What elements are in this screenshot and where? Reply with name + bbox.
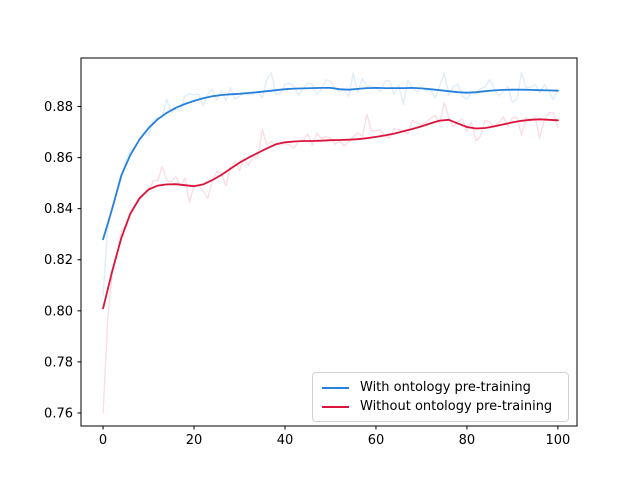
- raw-series-line-with-ontology: [102, 71, 559, 296]
- y-tick-label: 0.80: [44, 304, 73, 319]
- legend-entry-without-ontology: Without ontology pre-training: [322, 398, 559, 416]
- raw-series-line-without-ontology: [102, 102, 559, 414]
- series-line-with-ontology: [102, 87, 559, 241]
- y-tick-label: 0.84: [44, 202, 73, 217]
- x-tick-label: 0: [99, 433, 107, 448]
- x-tick-label: 20: [186, 433, 203, 448]
- series-line-without-ontology: [102, 118, 559, 310]
- x-tick-label: 80: [459, 433, 476, 448]
- y-tick-label: 0.78: [44, 355, 73, 370]
- y-tick-label: 0.76: [44, 406, 73, 421]
- x-tick-label: 100: [545, 433, 570, 448]
- legend-line-swatch-with-ontology: [322, 387, 349, 389]
- legend-label-without-ontology: Without ontology pre-training: [360, 399, 553, 414]
- y-tick-label: 0.86: [44, 151, 73, 166]
- legend-line-swatch-without-ontology: [322, 406, 349, 408]
- legend-label-with-ontology: With ontology pre-training: [360, 380, 531, 395]
- legend: With ontology pre-training Without ontol…: [312, 372, 569, 422]
- x-tick-label: 60: [368, 433, 385, 448]
- y-tick-label: 0.88: [44, 100, 73, 115]
- x-tick-label: 40: [277, 433, 294, 448]
- y-tick-label: 0.82: [44, 253, 73, 268]
- legend-entry-with-ontology: With ontology pre-training: [322, 379, 559, 397]
- axes-spines: [80, 57, 578, 427]
